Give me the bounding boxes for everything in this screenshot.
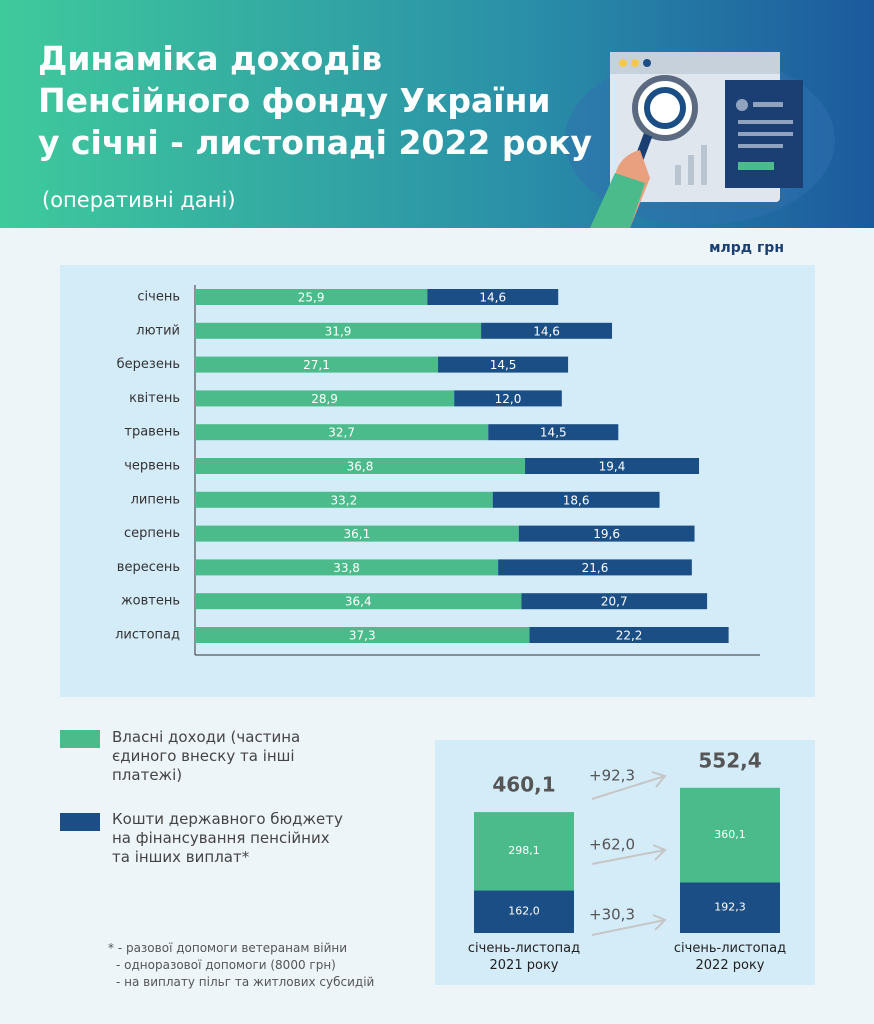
x-tick-label: січень-листопад 2021 року [467, 941, 581, 973]
bar-segment [195, 593, 522, 610]
bar-segment [195, 424, 489, 441]
bar-segment [498, 559, 692, 576]
data-label: 28,9 [311, 392, 338, 406]
bar-segment [680, 882, 780, 933]
legend-label: Кошти державного бюджету на фінансування… [112, 810, 343, 866]
data-label: 37,3 [349, 629, 376, 643]
bar-segment [195, 356, 439, 373]
annotation: +30,3 [589, 906, 635, 924]
illustration [565, 52, 835, 228]
bar-segment [195, 458, 526, 474]
data-label: 162,0 [508, 905, 540, 918]
y-tick-label: червень [124, 459, 180, 474]
data-label: 298,1 [508, 844, 540, 857]
bar-segment [525, 458, 700, 474]
x-tick-label: січень-листопад 2022 року [673, 941, 787, 973]
data-label: 25,9 [298, 291, 325, 305]
data-label: 27,1 [303, 358, 330, 372]
bar-segment [195, 525, 519, 542]
arrows [591, 771, 667, 936]
y-tick-label: травень [124, 425, 180, 440]
data-label: 33,2 [331, 493, 358, 507]
bar-segment [427, 289, 559, 305]
footnote-line: * - разової допомоги ветеранам війни [108, 941, 348, 955]
bar-segment [195, 289, 428, 305]
data-label: 14,6 [479, 291, 506, 305]
data-label: 22,2 [616, 629, 643, 643]
data-label: 14,6 [533, 324, 560, 338]
footnote-line: - на виплату пільг та житлових субсидій [116, 975, 375, 989]
bar-segment [195, 559, 499, 576]
bar-segment [481, 322, 613, 339]
y-tick-label: серпень [124, 526, 180, 541]
total-label: 552,4 [698, 748, 761, 772]
title: Динаміка доходів Пенсійного фонду Україн… [38, 38, 592, 164]
y-tick-label: січень [137, 290, 180, 305]
data-label: 33,8 [333, 561, 360, 575]
bar-segment [474, 890, 574, 933]
footnote-line: - одноразової допомоги (8000 грн) [116, 958, 336, 972]
bar-segment [195, 390, 455, 407]
data-label: 21,6 [582, 561, 609, 575]
data-label: 31,9 [325, 324, 352, 338]
total-label: 460,1 [492, 773, 555, 797]
data-label: 12,0 [495, 392, 522, 406]
data-label: 36,1 [344, 527, 371, 541]
bar-segment [438, 356, 569, 373]
legend-swatch [60, 730, 100, 748]
bar-segment [488, 424, 619, 441]
y-tick-label: лютий [136, 323, 180, 338]
bar-segment [529, 627, 729, 643]
legend-label: Власні доходи (частина єдиного внеску та… [112, 728, 301, 784]
data-label: 360,1 [714, 828, 746, 841]
data-label: 36,8 [347, 460, 374, 474]
data-label: 192,3 [714, 901, 746, 914]
y-tick-label: листопад [115, 628, 180, 643]
data-label: 14,5 [490, 358, 517, 372]
data-label: 36,4 [345, 595, 372, 609]
bar-segment [518, 525, 695, 542]
bar-segment [492, 491, 660, 508]
data-label: 19,4 [599, 460, 626, 474]
annotation: +92,3 [589, 767, 635, 785]
data-label: 20,7 [601, 595, 628, 609]
y-tick-label: жовтень [121, 594, 180, 609]
bar-segment [521, 593, 708, 610]
bar-segment [474, 812, 574, 891]
data-label: 19,6 [593, 527, 620, 541]
bar-segment [454, 390, 562, 407]
y-tick-label: березень [117, 357, 180, 372]
data-label: 14,5 [540, 426, 567, 440]
y-tick-label: вересень [117, 560, 180, 575]
bar-segment [195, 491, 493, 508]
annotation: +62,0 [589, 836, 635, 854]
data-label: 18,6 [563, 493, 590, 507]
title-line: Пенсійного фонду України [38, 81, 551, 120]
legend-swatch [60, 813, 100, 831]
bar-segment [680, 787, 780, 883]
subtitle: (оперативні дані) [42, 188, 236, 212]
title-line: у січні - листопаді 2022 року [38, 123, 593, 162]
footnote: * - разової допомоги ветеранам війни - о… [108, 940, 374, 991]
unit: млрд грн [709, 240, 784, 256]
y-tick-label: липень [131, 492, 180, 507]
bar-segment [195, 627, 530, 643]
title-line: Динаміка доходів [38, 39, 383, 78]
bar-segment [195, 322, 482, 339]
y-tick-label: квітень [129, 391, 180, 406]
data-label: 32,7 [328, 426, 355, 440]
